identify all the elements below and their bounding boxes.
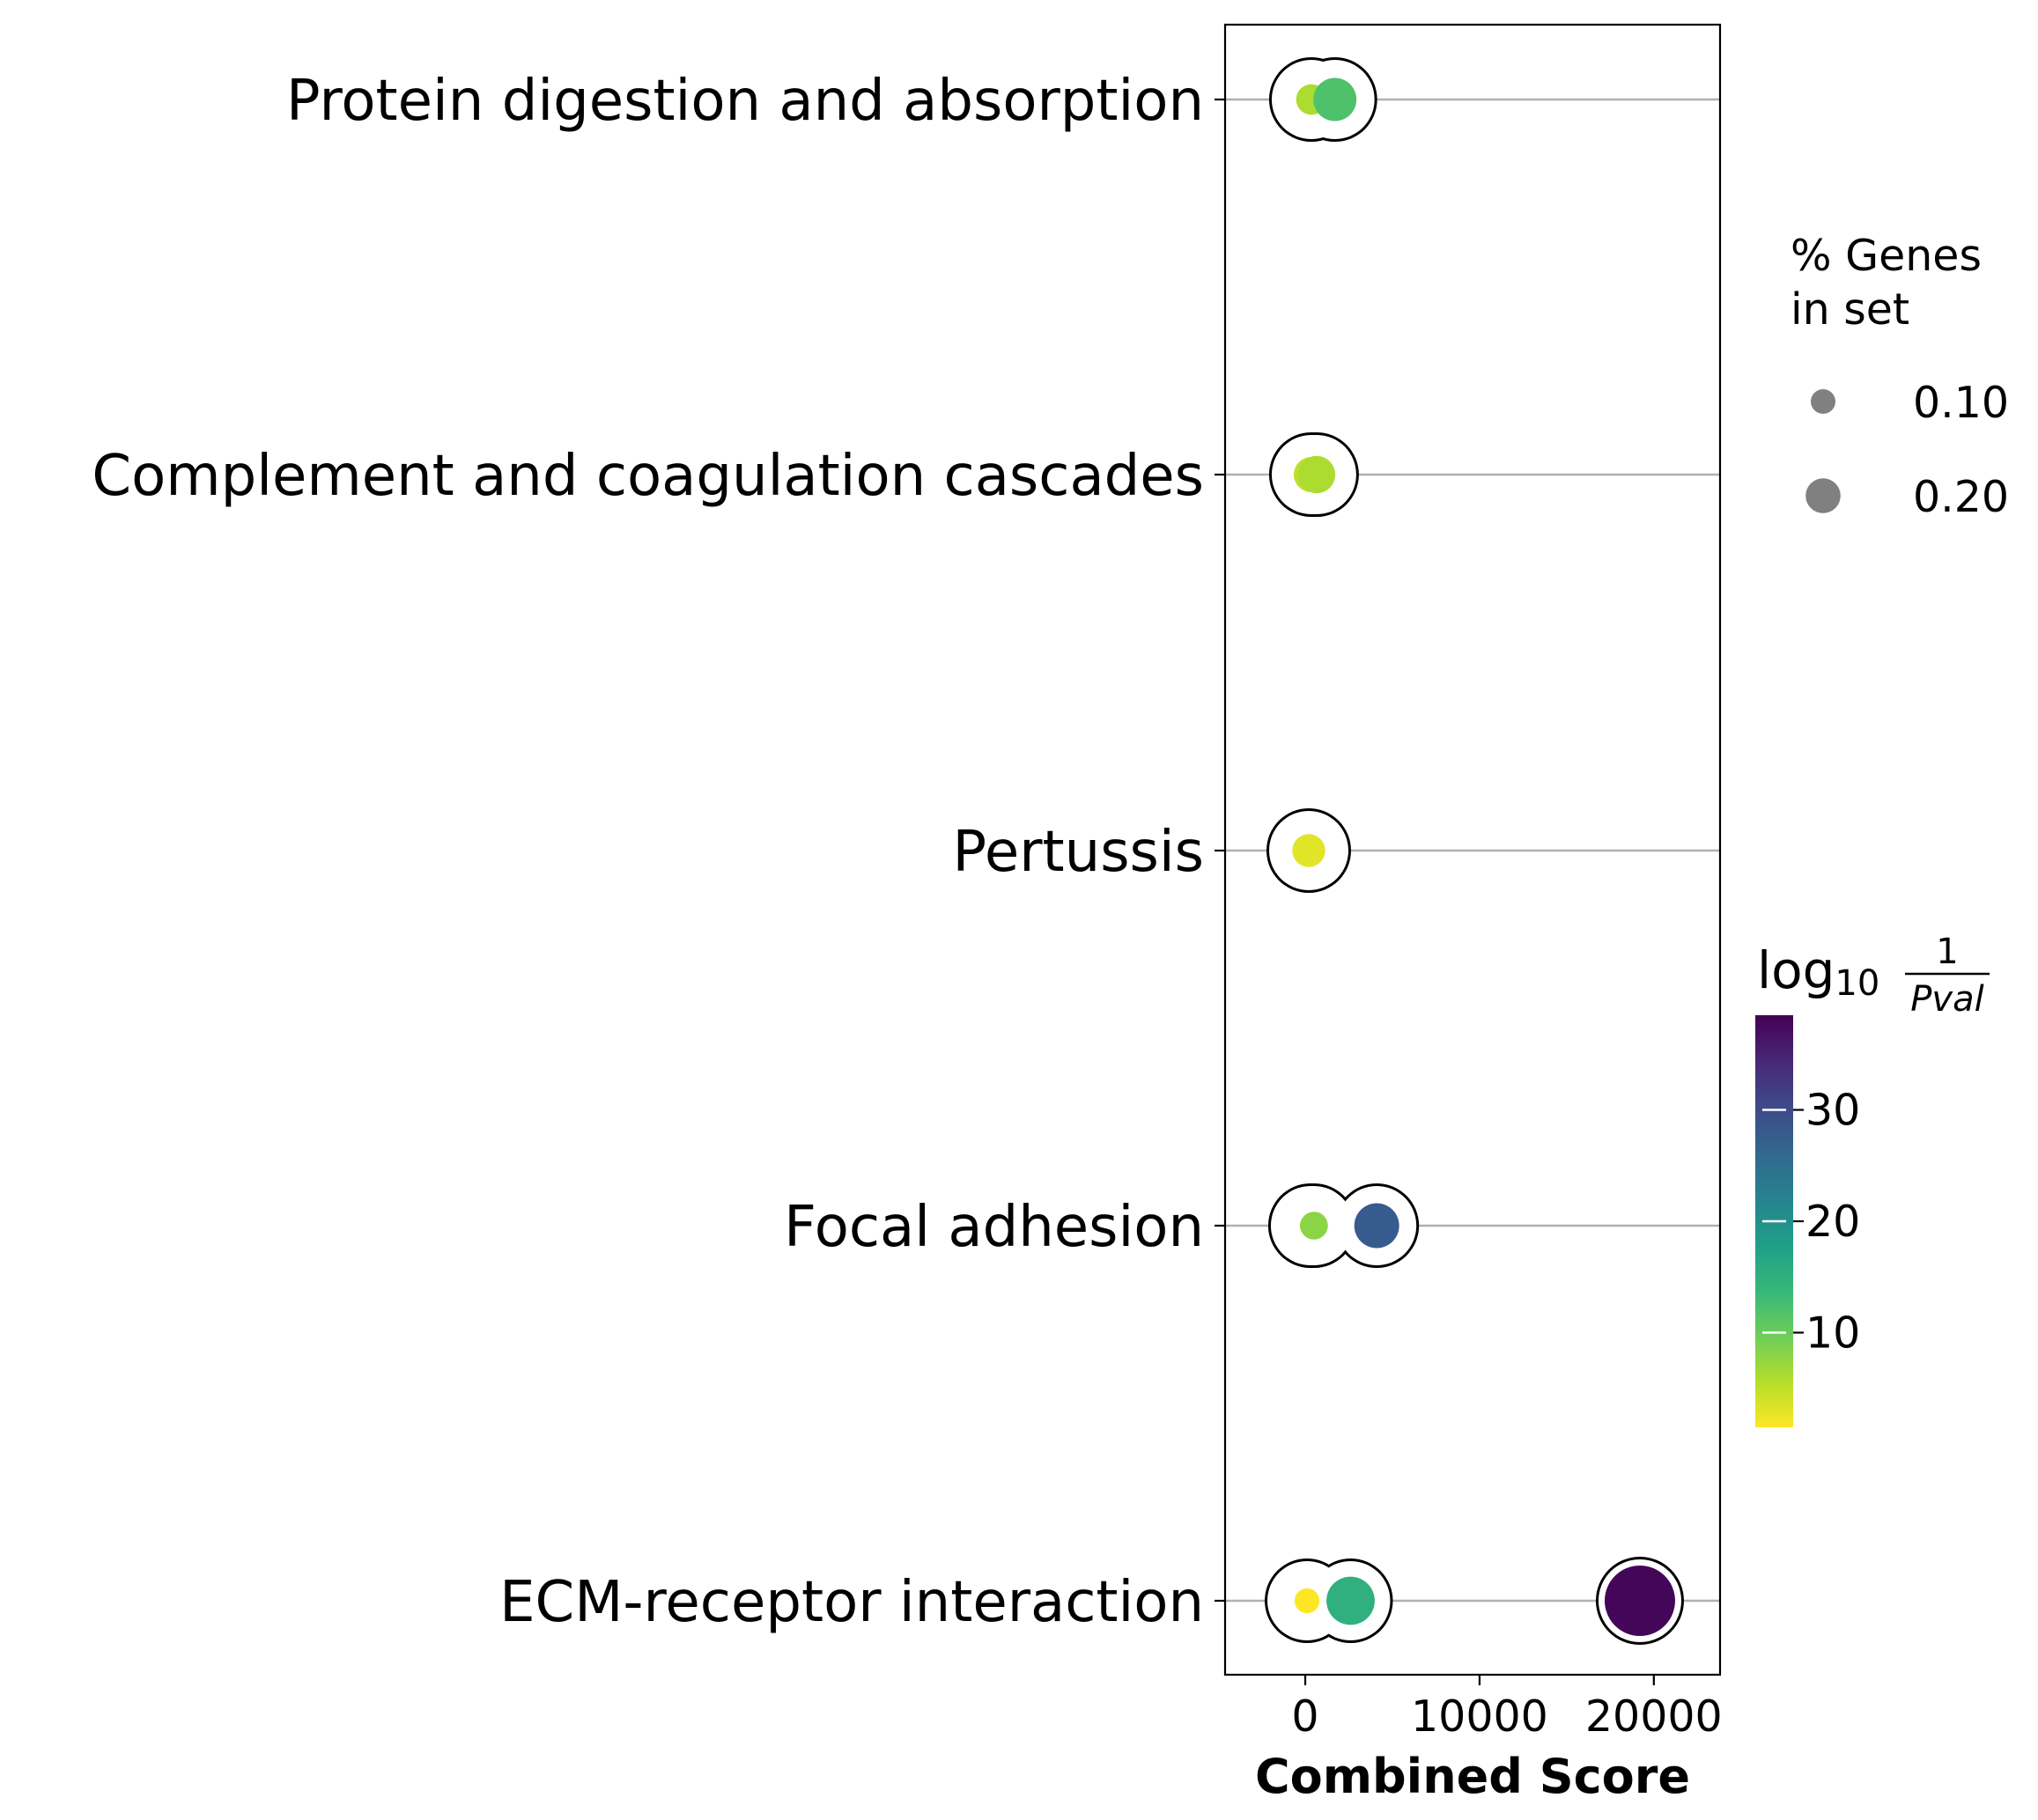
colorbar-tick-label: 30 — [1805, 1086, 1860, 1136]
colorbar-title-log: log — [1757, 940, 1835, 1000]
size-legend-marker — [1805, 478, 1841, 513]
point-dots — [1292, 77, 1675, 1636]
size-legend: % Genes in set 0.10 0.20 — [1791, 231, 2009, 522]
x-tick-label: 0 — [1291, 1691, 1318, 1742]
x-axis: 0 10000 20000 — [1291, 1675, 1723, 1742]
size-legend-title-line1: % Genes — [1791, 231, 1982, 281]
size-legend-label: 0.20 — [1913, 472, 2009, 522]
y-tick-label: Focal adhesion — [784, 1195, 1204, 1260]
colorbar-title-subscript: 10 — [1835, 963, 1879, 1004]
data-points — [1265, 57, 1684, 1645]
x-tick-label: 10000 — [1411, 1691, 1548, 1742]
size-legend-label: 0.10 — [1913, 378, 2009, 428]
data-point — [1604, 1566, 1675, 1636]
data-point — [1326, 1576, 1375, 1625]
colorbar-tick-label: 20 — [1805, 1197, 1860, 1247]
data-point — [1297, 455, 1336, 494]
y-tick-label: ECM-receptor interaction — [499, 1570, 1204, 1635]
data-point — [1354, 1203, 1399, 1249]
y-axis: Protein digestion and absorption Compleme… — [92, 69, 1225, 1635]
size-legend-title-line2: in set — [1791, 284, 1909, 335]
colorbar-title: log10 — [1757, 940, 1879, 1004]
colorbar-title-numerator: 1 — [1936, 932, 1958, 972]
y-tick-label: Complement and coagulation cascades — [92, 444, 1204, 509]
colorbar-ticks: 10 20 30 — [1762, 1086, 1860, 1358]
data-point — [1300, 1212, 1328, 1240]
data-point — [1292, 834, 1325, 867]
colorbar-tick-label: 10 — [1805, 1308, 1860, 1358]
data-point — [1294, 1588, 1320, 1614]
data-point — [1313, 77, 1357, 122]
colorbar-title-denominator: Pval — [1910, 979, 1983, 1020]
size-legend-entries: 0.10 0.20 — [1805, 378, 2009, 522]
size-legend-marker — [1811, 389, 1835, 414]
y-tick-label: Protein digestion and absorption — [286, 69, 1204, 134]
x-tick-label: 20000 — [1585, 1691, 1723, 1742]
x-axis-label: Combined Score — [1255, 1749, 1690, 1804]
y-tick-label: Pertussis — [953, 820, 1204, 885]
